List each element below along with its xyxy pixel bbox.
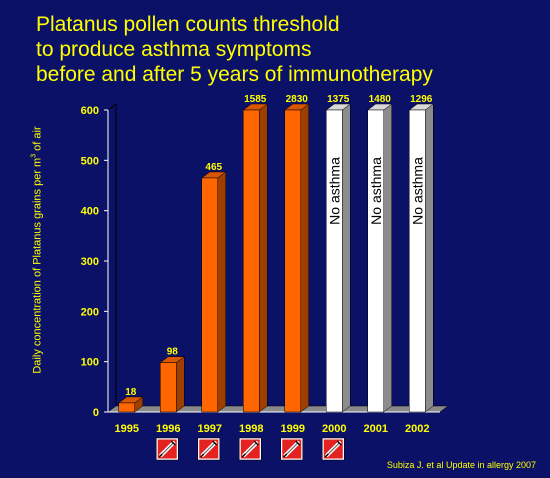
syringe-needle: [324, 453, 329, 458]
x-tick-label-2002: 2002: [405, 423, 429, 435]
syringe-icon: [322, 437, 345, 461]
y-tick-label: 200: [81, 306, 99, 318]
data-label-2002: 1296: [410, 94, 433, 105]
no-asthma-label-2002: No asthma: [409, 157, 425, 225]
syringe-icon: [156, 437, 179, 461]
syringe-line: [160, 442, 174, 456]
y-tick-label: 0: [93, 407, 99, 419]
x-tick-label-1999: 1999: [281, 423, 305, 435]
chart-floor: [107, 405, 449, 413]
data-label-1999: 2830: [286, 94, 309, 105]
bar-side-2000: [342, 103, 351, 413]
bar-side-2002: [425, 103, 434, 413]
syringe-line: [285, 442, 299, 456]
bar-side-1996: [176, 356, 185, 413]
syringe-needle: [158, 453, 163, 458]
syringe-line: [202, 442, 216, 456]
data-label-1995: 18: [125, 387, 137, 398]
syringe-needle: [200, 453, 205, 458]
syringe-needle: [283, 453, 288, 458]
syringe-plunger: [295, 440, 301, 446]
y-tick-label: 400: [81, 206, 99, 218]
y-tick-label: 300: [81, 256, 99, 268]
bar-2001: [367, 109, 384, 413]
bar-2002: [409, 109, 426, 413]
bar-1996: [160, 362, 177, 413]
syringe-plunger: [336, 440, 342, 446]
syringe-line: [243, 442, 257, 456]
source-citation: Subiza J. et al Update in allergy 2007: [386, 460, 536, 470]
data-label-2001: 1480: [369, 94, 392, 105]
bar-1995: [118, 402, 135, 413]
x-tick-label-1996: 1996: [156, 423, 180, 435]
bar-side-1999: [300, 103, 309, 413]
x-tick-label-2001: 2001: [364, 423, 388, 435]
data-label-1996: 98: [167, 347, 179, 358]
x-tick-label-1998: 1998: [239, 423, 263, 435]
back-wall-top-edge: [107, 103, 117, 111]
no-asthma-label-2000: No asthma: [326, 157, 342, 225]
syringe-plunger: [212, 440, 218, 446]
syringe-line: [326, 442, 340, 456]
syringe-icon: [197, 437, 220, 461]
bar-1999: [284, 109, 301, 413]
bar-side-2001: [383, 103, 392, 413]
y-tick-label: 500: [81, 155, 99, 167]
syringe-plunger: [253, 440, 259, 446]
y-tick-label: 600: [81, 105, 99, 117]
syringe-icon: [239, 437, 262, 461]
no-asthma-label-2001: No asthma: [368, 157, 384, 225]
x-tick-label-1997: 1997: [198, 423, 222, 435]
data-label-1997: 465: [205, 162, 222, 173]
title-line-3: before and after 5 years of immunotherap…: [36, 63, 433, 86]
title-line-2: to produce asthma symptoms: [36, 38, 312, 61]
bar-side-1997: [217, 171, 226, 413]
syringe-needle: [241, 453, 246, 458]
x-tick-label-2000: 2000: [322, 423, 346, 435]
chart-title: Platanus pollen counts threshold to prod…: [36, 12, 433, 87]
title-line-1: Platanus pollen counts threshold: [36, 13, 340, 36]
bar-2000: [326, 109, 343, 413]
x-tick-label-1995: 1995: [115, 423, 139, 435]
data-label-1998: 1585: [244, 94, 267, 105]
bar-side-1998: [259, 103, 268, 413]
data-label-2000: 1375: [327, 94, 350, 105]
bar-1998: [243, 109, 260, 413]
y-tick-label: 100: [81, 357, 99, 369]
syringe-icon: [280, 437, 303, 461]
syringe-plunger: [170, 440, 176, 446]
bar-1997: [201, 177, 218, 413]
